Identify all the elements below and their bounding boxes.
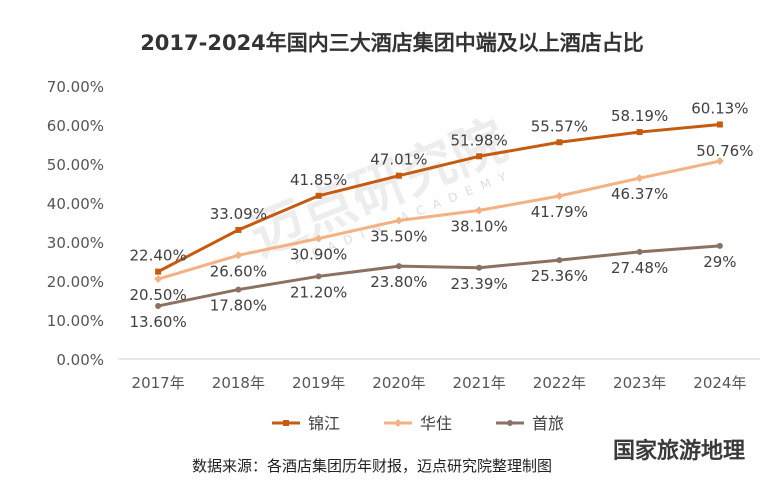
- data-point: [235, 286, 242, 293]
- data-label: 51.98%: [451, 131, 508, 149]
- data-label: 17.80%: [210, 297, 267, 315]
- legend-marker: [394, 419, 402, 427]
- y-tick-label: 0.00%: [56, 351, 104, 369]
- x-tick-label: 2020年: [372, 374, 425, 392]
- data-point: [636, 129, 643, 136]
- corner-watermark: 国家旅游地理: [613, 438, 745, 464]
- series-line: [157, 159, 721, 281]
- data-point: [475, 206, 484, 215]
- x-tick-label: 2021年: [453, 374, 506, 392]
- data-label: 23.80%: [370, 273, 427, 291]
- series-3: [155, 242, 723, 309]
- data-label: 13.60%: [130, 313, 187, 331]
- data-label: 25.36%: [531, 267, 588, 285]
- source-note: 数据来源：各酒店集团历年财报，迈点研究院整理制图: [192, 457, 552, 475]
- data-point: [394, 216, 403, 225]
- series-line: [157, 122, 721, 273]
- data-labels: 22.40% 33.09% 41.85% 47.01% 51.98% 55.57% 58.1…: [130, 99, 754, 330]
- data-point: [315, 273, 322, 280]
- data-point: [635, 174, 644, 183]
- data-label: 41.85%: [290, 171, 347, 189]
- data-point: [476, 264, 483, 271]
- legend-item: 锦江: [272, 414, 340, 433]
- data-label: 26.60%: [210, 262, 267, 280]
- series-2: [154, 157, 724, 284]
- data-label: 22.40%: [130, 247, 187, 265]
- x-tick-label: 2019年: [292, 374, 345, 392]
- y-tick-label: 60.00%: [47, 117, 104, 135]
- data-point: [235, 226, 242, 233]
- data-point: [716, 121, 723, 128]
- data-label: 47.01%: [370, 151, 427, 169]
- data-label: 35.50%: [370, 228, 427, 246]
- data-point: [154, 275, 163, 284]
- y-tick-label: 10.00%: [47, 312, 104, 330]
- legend-label: 锦江: [308, 414, 340, 433]
- x-tick-label: 2023年: [613, 374, 666, 392]
- legend-label: 华住: [420, 414, 452, 433]
- data-point: [556, 139, 563, 146]
- y-axis: 0.00% 10.00% 20.00% 30.00% 40.00% 50.00% 60.00…: [47, 78, 104, 369]
- x-tick-label: 2018年: [212, 374, 265, 392]
- data-point: [315, 192, 322, 199]
- y-tick-label: 30.00%: [47, 234, 104, 252]
- data-point: [234, 251, 243, 260]
- x-axis: 2017年 2018年 2019年 2020年 2021年 2022年 2023年 2024年: [118, 358, 760, 392]
- data-point: [155, 302, 162, 309]
- legend-item: 华住: [384, 414, 452, 433]
- x-tick-label: 2022年: [533, 374, 586, 392]
- legend-marker: [283, 420, 289, 426]
- data-label: 30.90%: [290, 245, 347, 263]
- data-point: [716, 242, 723, 249]
- series-line: [157, 244, 720, 308]
- data-label: 46.37%: [611, 185, 668, 203]
- legend-label: 首旅: [532, 414, 564, 433]
- data-point: [395, 263, 402, 270]
- data-label: 29%: [703, 253, 736, 271]
- series-1: [155, 121, 723, 275]
- data-point: [395, 172, 402, 179]
- data-point: [314, 234, 323, 243]
- data-label: 58.19%: [611, 107, 668, 125]
- data-label: 55.57%: [531, 117, 588, 135]
- legend-marker: [507, 420, 513, 426]
- data-point: [555, 192, 564, 201]
- y-tick-label: 20.00%: [47, 273, 104, 291]
- x-tick-label: 2024年: [693, 374, 746, 392]
- data-point: [556, 257, 563, 264]
- data-label: 50.76%: [696, 142, 753, 160]
- data-label: 27.48%: [611, 259, 668, 277]
- y-tick-label: 70.00%: [47, 78, 104, 96]
- data-point: [636, 248, 643, 255]
- data-label: 38.10%: [451, 217, 508, 235]
- data-label: 20.50%: [130, 286, 187, 304]
- series-layer: [154, 121, 724, 309]
- data-label: 23.39%: [451, 275, 508, 293]
- legend-item: 首旅: [496, 414, 564, 433]
- chart-title: 2017-2024年国内三大酒店集团中端及以上酒店占比: [140, 31, 644, 55]
- y-tick-label: 40.00%: [47, 195, 104, 213]
- y-tick-label: 50.00%: [47, 156, 104, 174]
- data-point: [476, 153, 483, 160]
- data-point: [715, 157, 724, 166]
- data-label: 21.20%: [290, 283, 347, 301]
- legend: 锦江 华住 首旅: [272, 414, 564, 433]
- data-label: 33.09%: [210, 205, 267, 223]
- x-tick-label: 2017年: [132, 374, 185, 392]
- data-point: [155, 268, 162, 275]
- data-label: 60.13%: [691, 99, 748, 117]
- data-label: 41.79%: [531, 203, 588, 221]
